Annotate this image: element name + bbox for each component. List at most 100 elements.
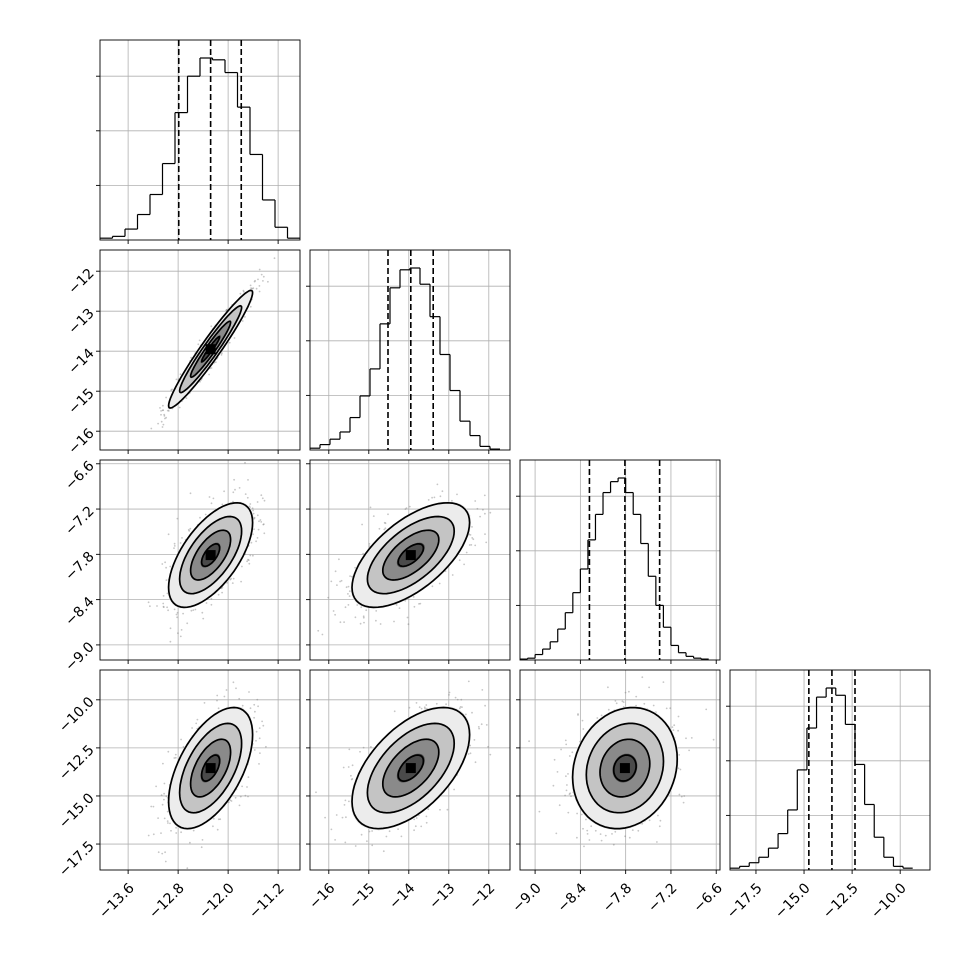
scatter-point [254,279,256,282]
scatter-point [155,785,158,788]
scatter-point [425,704,428,706]
scatter-point [362,616,365,619]
scatter-point [201,611,204,614]
scatter-point [324,816,326,819]
scatter-point [471,526,473,528]
scatter-point [431,585,434,588]
scatter-point [415,817,418,819]
scatter-point [467,753,470,755]
scatter-point [343,804,346,806]
scatter-point [238,804,241,807]
scatter-point [221,352,223,355]
scatter-point [441,490,444,493]
scatter-point [347,593,349,595]
scatter-point [382,850,385,853]
contour-line [366,722,456,814]
scatter-point [465,551,468,554]
scatter-point [233,478,236,481]
scatter-point [256,698,259,701]
scatter-point [265,745,267,748]
scatter-point [347,604,350,606]
contour-line [167,289,254,409]
scatter-point [173,547,175,549]
axes-frame [309,459,511,661]
scatter-point [445,703,447,706]
scatter-point [169,822,171,825]
scatter-point [174,756,177,759]
scatter-point [160,794,163,796]
scatter-point [244,794,247,797]
y-tick-label: −16 [65,425,97,457]
scatter-point [256,514,259,517]
scatter-point [189,492,192,495]
scatter-point [258,285,261,287]
scatter-point [384,527,387,530]
axes-frame [519,459,721,661]
scatter-point [241,565,243,568]
scatter-point [404,599,407,602]
scatter-point [179,542,182,544]
scatter-point [254,710,256,713]
scatter-point [350,778,353,781]
scatter-point [210,603,213,606]
scatter-point [179,373,182,376]
scatter-point [408,706,411,709]
scatter-point [229,578,232,581]
scatter-point [458,707,461,710]
contour-line [366,515,456,595]
pair-panel-0-3: −13.6 −12.8 −12.0 −11.2−17.5−15.0−12.5−10.0 [56,669,301,922]
scatter-point [232,681,235,684]
x-tick-label: −10.0 [868,880,910,922]
scatter-point [451,499,453,502]
histogram-bins [310,267,500,450]
scatter-point [249,503,252,505]
scatter-point [173,608,176,611]
scatter-point [260,521,263,523]
scatter-point [474,500,477,502]
scatter-point [175,826,178,829]
scatter-point [185,397,188,399]
scatter-point [170,829,172,832]
density-peak [205,550,216,561]
scatter-point [253,528,255,531]
scatter-point [178,406,181,409]
scatter-point [384,522,387,525]
axes-frame [99,39,301,241]
scatter-point [448,691,451,694]
scatter-point [395,604,398,606]
scatter-point [167,410,170,412]
scatter-point [435,702,438,705]
x-tick-label: −13.6 [96,880,138,922]
scatter-point [238,697,241,700]
scatter-point [210,325,213,328]
scatter-point [400,835,403,838]
scatter-point [152,805,155,808]
scatter-point [212,825,214,828]
scatter-point [458,559,461,562]
contour-line [381,738,440,798]
scatter-point [150,805,153,808]
scatter-point [433,496,436,499]
scatter-point [175,832,178,834]
scatter-point [345,586,348,589]
scatter-point [161,803,164,806]
scatter-point [186,622,189,625]
scatter-point [230,577,233,580]
scatter-point [334,570,337,573]
scatter-point [359,750,361,753]
scatter-point [166,409,169,412]
scatter-point [315,791,317,794]
scatter-point [166,810,169,813]
scatter-point [363,621,365,624]
marginal-panel-2 [516,459,721,664]
scatter-point [474,544,477,547]
scatter-point [456,698,459,701]
scatter-point [418,706,421,709]
scatter-point [180,831,183,834]
scatter-point [388,830,391,833]
scatter-point [489,511,492,514]
marginal-panel-1 [306,249,511,454]
scatter-point [252,533,254,536]
scatter-point [482,508,484,511]
scatter-point [147,601,150,604]
